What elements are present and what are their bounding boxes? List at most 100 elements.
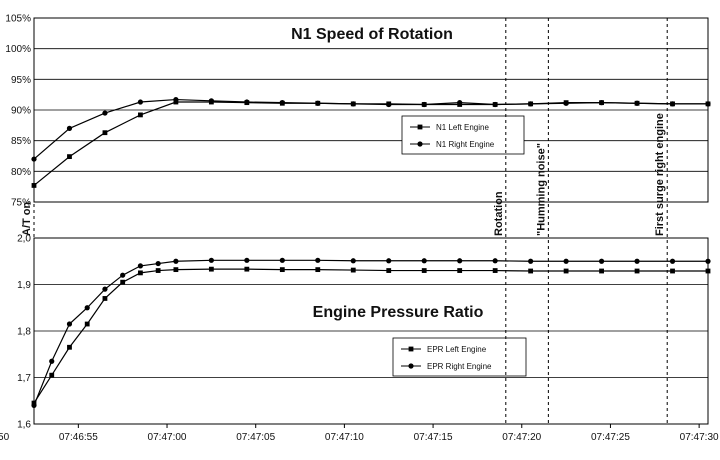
data-point <box>31 156 37 162</box>
data-point <box>244 266 250 272</box>
y-tick-label: 105% <box>5 14 31 25</box>
data-point <box>528 268 534 274</box>
data-point <box>208 98 214 104</box>
series-line-right <box>33 259 708 406</box>
data-point <box>634 258 640 264</box>
data-point <box>563 100 569 106</box>
event-label: Rotation <box>493 191 505 236</box>
data-point <box>705 268 711 274</box>
data-point <box>705 258 711 264</box>
data-point <box>634 268 640 274</box>
y-tick-label: 1,7 <box>17 373 31 384</box>
data-point <box>670 268 675 274</box>
data-point <box>421 101 427 108</box>
data-point <box>208 257 214 263</box>
data-point <box>102 286 108 292</box>
legend-label: N1 Left Engine <box>436 123 489 132</box>
legend-marker <box>408 346 414 352</box>
data-point <box>67 154 72 160</box>
data-point <box>173 267 179 273</box>
x-tick-label: 07:47:05 <box>236 432 275 443</box>
x-tick-label: 07:47:30 <box>680 432 719 443</box>
legend-marker <box>417 124 423 130</box>
x-axis: 07:46:50 07:46:55 07:47:00 07:47:05 07:47:10… <box>0 424 719 443</box>
data-point <box>137 99 144 105</box>
data-point <box>66 125 73 131</box>
data-point <box>350 258 356 264</box>
data-point <box>315 267 321 273</box>
x-tick-label: 07:46:55 <box>59 432 98 443</box>
data-point <box>350 267 356 273</box>
legend-label: EPR Right Engine <box>427 362 492 371</box>
data-point <box>244 99 250 105</box>
data-point <box>386 101 392 108</box>
event-lines: A/T on Rotation "Humming noise" First surge… <box>21 18 668 424</box>
data-point <box>208 266 214 272</box>
data-point <box>634 100 640 106</box>
data-point <box>155 268 161 273</box>
y-tick-label: 90% <box>11 106 31 117</box>
data-point <box>84 305 90 311</box>
legend-marker <box>408 363 414 369</box>
legend-label: N1 Right Engine <box>436 140 495 149</box>
series-line-left <box>33 268 708 404</box>
data-point <box>102 296 108 301</box>
data-point <box>279 257 285 263</box>
chart-title: Engine Pressure Ratio <box>313 304 484 321</box>
data-point <box>598 100 605 106</box>
data-point <box>386 268 392 273</box>
data-point <box>155 260 161 267</box>
data-point <box>120 272 126 278</box>
legend-marker <box>417 141 423 147</box>
y-tick-label: 2,0 <box>17 234 31 245</box>
y-tick-label: 85% <box>11 136 31 147</box>
data-point <box>279 267 285 273</box>
data-point <box>31 183 37 188</box>
data-point <box>599 268 604 274</box>
data-point <box>102 130 108 136</box>
data-point <box>492 258 498 264</box>
y-tick-label: 100% <box>5 44 31 55</box>
data-point <box>138 112 143 118</box>
data-point <box>138 270 143 276</box>
data-point <box>421 258 427 264</box>
data-point <box>173 258 179 264</box>
data-point <box>49 372 55 378</box>
legend-box <box>401 115 525 155</box>
legend: EPR Left Engine EPR Right Engine <box>392 337 527 377</box>
data-point <box>386 258 392 264</box>
data-point <box>84 321 90 327</box>
data-point <box>669 101 676 107</box>
series-line-left <box>33 101 708 186</box>
data-point <box>528 258 534 264</box>
epr-panel: 1,6 1,7 1,8 1,9 2,0 Engine Pressure Ratio EPR … <box>17 234 711 431</box>
data-point <box>457 268 463 273</box>
data-point <box>102 110 108 116</box>
data-point <box>49 358 55 364</box>
y-tick-label: 1,8 <box>17 327 31 338</box>
data-point <box>669 258 676 264</box>
data-point <box>457 258 463 264</box>
x-tick-label: 07:47:10 <box>325 432 364 443</box>
data-point <box>137 263 144 269</box>
event-label: A/T on <box>21 202 33 236</box>
series-line-right <box>33 98 708 160</box>
data-point <box>315 257 321 263</box>
y-tick-label: 95% <box>11 75 31 86</box>
data-point <box>457 100 463 106</box>
data-point <box>120 279 126 285</box>
data-point <box>492 101 498 108</box>
data-point <box>66 321 73 327</box>
legend: N1 Left Engine N1 Right Engine <box>401 115 525 155</box>
y-tick-label: 1,9 <box>17 280 31 291</box>
y-tick-label: 1,6 <box>17 420 31 431</box>
event-label: First surge right engine <box>654 113 666 236</box>
data-point <box>563 268 569 274</box>
y-tick-label: 80% <box>11 167 31 178</box>
x-tick-label: 07:47:25 <box>591 432 630 443</box>
data-point <box>244 257 250 263</box>
event-label: "Humming noise" <box>535 143 547 236</box>
data-point <box>705 101 711 107</box>
data-point <box>598 258 605 264</box>
